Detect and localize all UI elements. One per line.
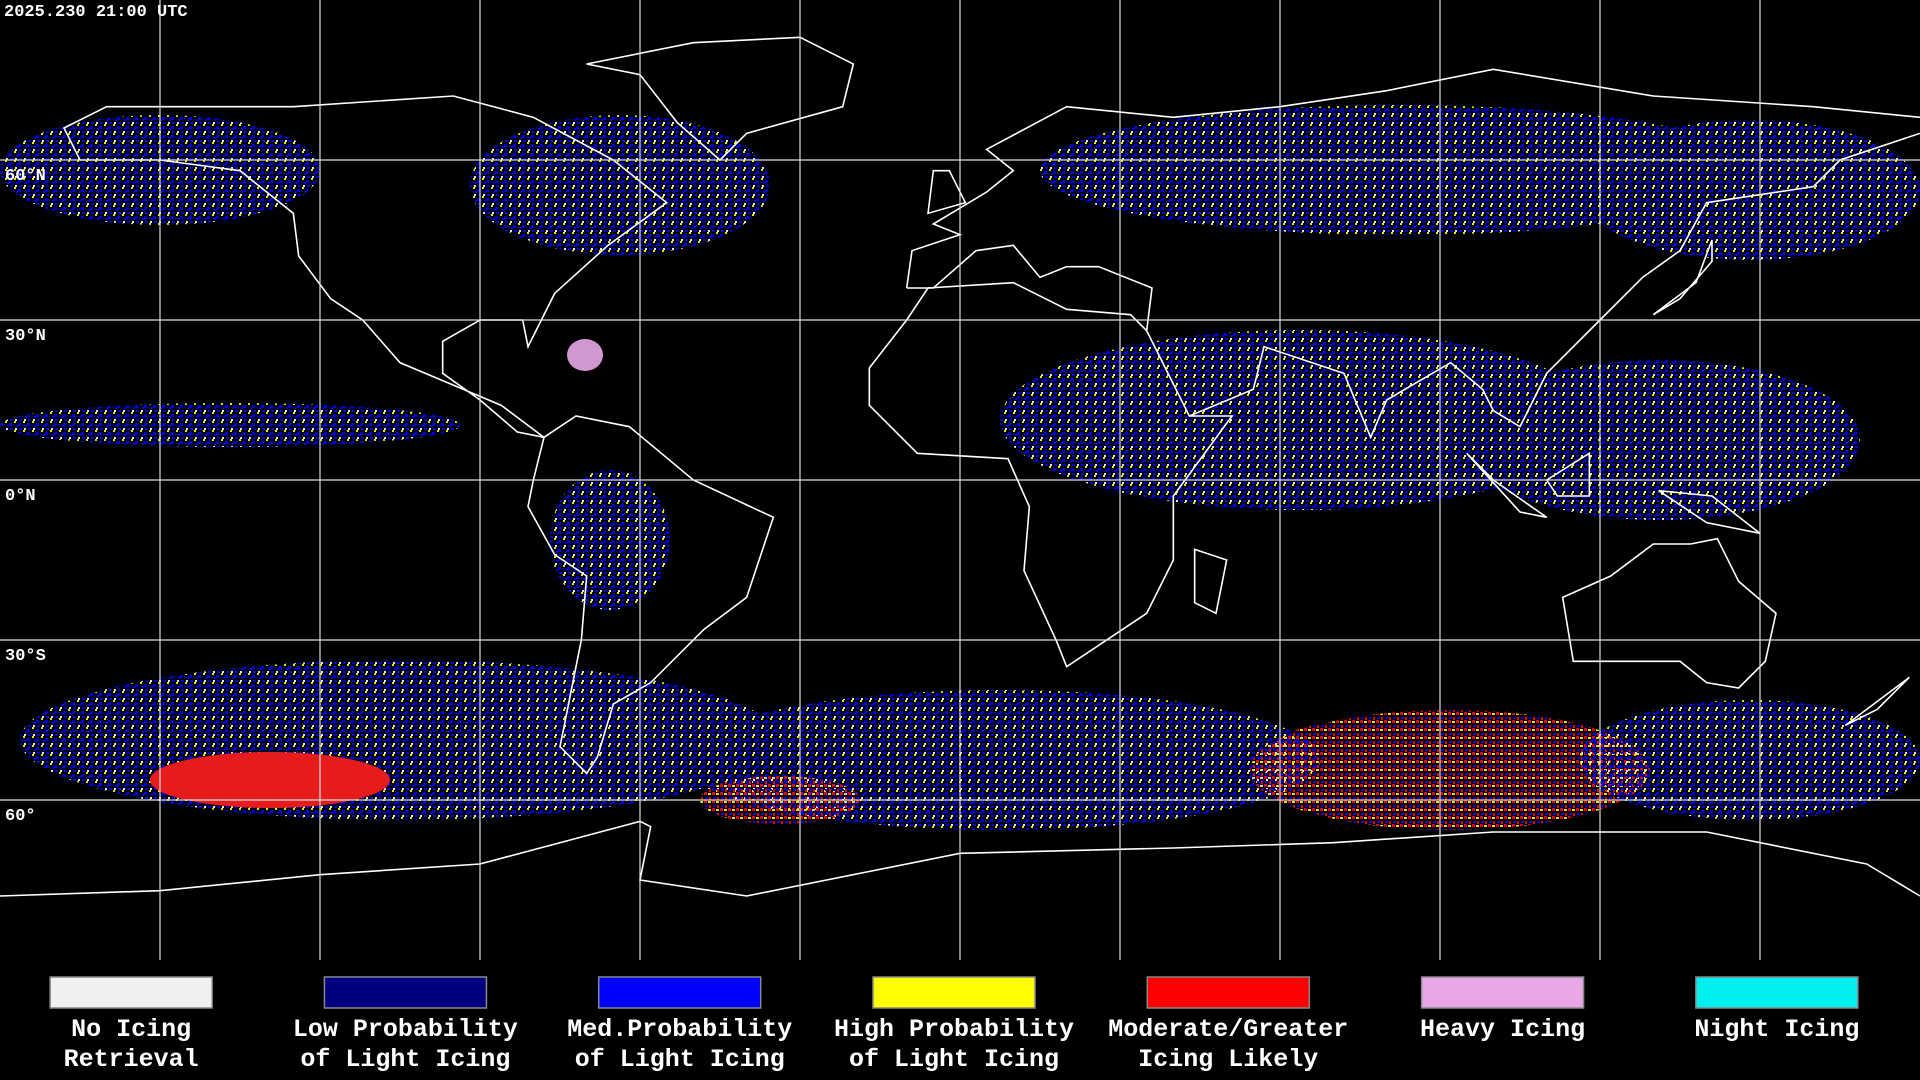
icing-area — [567, 339, 603, 371]
icing-area — [470, 115, 770, 255]
latitude-label: 30°S — [5, 647, 46, 666]
legend-swatch — [1420, 976, 1585, 1009]
icing-area — [0, 403, 460, 447]
latitude-label: 30°N — [5, 327, 46, 346]
legend-swatch — [323, 976, 488, 1009]
legend-label: Low Probability — [293, 1015, 518, 1044]
coastline — [587, 37, 854, 160]
latitude-label: 60°N — [5, 167, 46, 186]
coastline — [0, 821, 1920, 896]
coastline — [869, 283, 1232, 667]
icing-area — [20, 660, 780, 820]
legend-label: of Light Icing — [300, 1045, 510, 1074]
legend-label: Retrieval — [64, 1045, 199, 1074]
coastline — [64, 96, 667, 437]
legend-swatch — [597, 976, 762, 1009]
timestamp: 2025.230 21:00 UTC — [4, 3, 188, 22]
legend-label: of Light Icing — [575, 1045, 785, 1074]
icing-area — [1270, 725, 1370, 805]
legend-label: High Probability — [834, 1015, 1074, 1044]
latitude-label: 60° — [5, 807, 36, 826]
icing-area — [1000, 330, 1600, 510]
legend-label: Night Icing — [1694, 1015, 1859, 1044]
latitude-labels: 60°N 30°N 0°N 30°S 60° — [5, 167, 46, 826]
coastline — [1563, 539, 1776, 688]
legend-swatch — [1146, 976, 1311, 1009]
icing-area — [1580, 700, 1920, 820]
coastline — [928, 171, 1909, 726]
latitude-label: 0°N — [5, 487, 36, 506]
legend-label: Heavy Icing — [1420, 1015, 1585, 1044]
icing-area — [1460, 360, 1860, 520]
icing-area — [1580, 120, 1920, 260]
legend-swatch — [872, 976, 1036, 1009]
legend-label: of Light Icing — [849, 1045, 1059, 1074]
legend-swatch — [49, 976, 213, 1009]
legend-label: No Icing — [71, 1015, 191, 1044]
legend-swatch — [1695, 976, 1859, 1009]
legend-label: Icing Likely — [1138, 1045, 1318, 1074]
legend-label: Moderate/Greater — [1108, 1015, 1348, 1044]
icing-area — [150, 752, 390, 808]
legend-label: Med.Probability — [567, 1015, 792, 1044]
graticule — [0, 0, 1920, 960]
icing-area — [550, 470, 670, 610]
icing-area — [1040, 105, 1760, 235]
